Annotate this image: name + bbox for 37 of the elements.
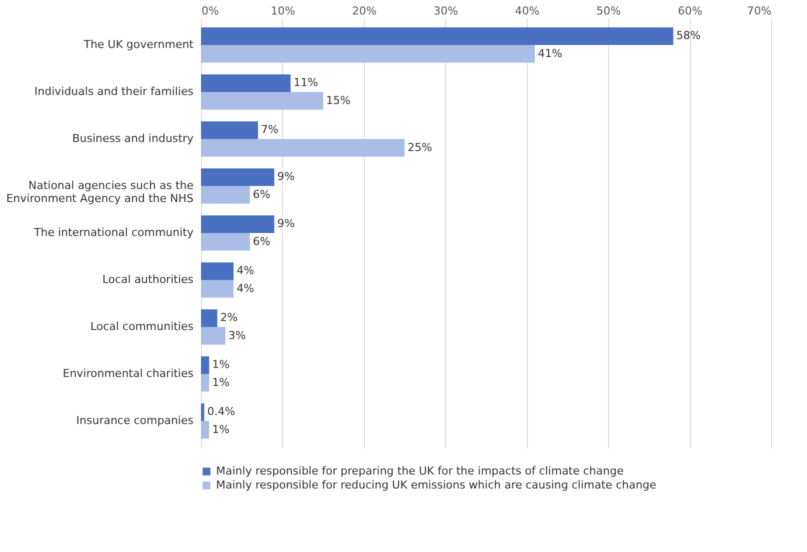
data-label: 15% — [326, 94, 351, 107]
legend-label: Mainly responsible for preparing the UK for the impacts of climate change — [216, 464, 624, 478]
data-label: 6% — [252, 188, 270, 201]
data-label: 9% — [277, 217, 295, 230]
data-label: 1% — [212, 422, 230, 436]
data-label: 0.4% — [207, 405, 236, 418]
y-tick-label: Insurance companies — [76, 414, 194, 427]
legend-label: Mainly responsible for reducing UK emissions which are causing climate change — [216, 478, 657, 492]
data-label: 6% — [252, 234, 270, 248]
y-tick-label: Local authorities — [102, 272, 194, 286]
data-label: 4% — [236, 264, 254, 278]
data-label: 7% — [261, 123, 278, 136]
y-tick-label: The international community — [33, 226, 194, 239]
data-label: 25% — [408, 140, 432, 154]
y-tick-label: Environmental charities — [62, 366, 194, 380]
data-label: 3% — [228, 328, 246, 342]
x-tick-label: 50% — [596, 4, 621, 18]
data-label: 11% — [294, 76, 318, 90]
y-tick-label: Business and industry — [72, 132, 194, 146]
data-label: 41% — [538, 46, 562, 60]
x-tick-label: 30% — [434, 4, 458, 18]
x-tick-label: 10% — [270, 4, 296, 18]
data-label: 4% — [236, 282, 254, 295]
x-tick-label: 0% — [202, 4, 219, 18]
x-tick-label: 60% — [678, 4, 702, 18]
y-tick-label: Individuals and their families — [34, 85, 194, 98]
y-tick-label: Local communities — [90, 320, 194, 333]
y-tick-label: National agencies such as the Environment Agency and the NHS — [6, 179, 194, 206]
data-label: 2% — [220, 311, 238, 324]
data-label: 9% — [277, 170, 295, 184]
x-tick-label: 20% — [352, 4, 377, 18]
y-tick-label: The UK government — [82, 38, 194, 52]
data-label: 1% — [212, 376, 230, 389]
x-tick-label: 40% — [514, 4, 540, 18]
data-label: 1% — [212, 358, 230, 372]
data-label: 58% — [676, 29, 701, 42]
x-tick-label: 70% — [747, 4, 772, 18]
